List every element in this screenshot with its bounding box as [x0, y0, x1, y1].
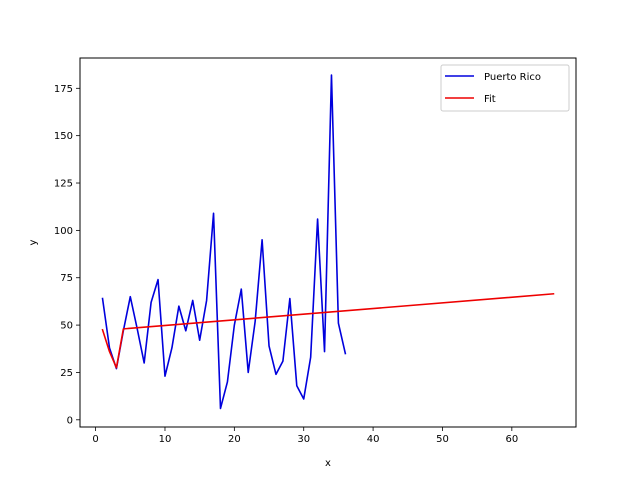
x-tick-label: 10: [159, 434, 172, 445]
y-axis-label: y: [28, 239, 39, 245]
series-line-puerto-rico: [101, 74, 347, 410]
y-tick-label: 100: [54, 226, 73, 237]
series-layer: [101, 74, 555, 410]
legend-label-puerto-rico: Puerto Rico: [484, 72, 541, 83]
y-tick-label: 50: [60, 321, 73, 332]
legend: Puerto Rico Fit: [440, 64, 570, 112]
y-tick-label: 0: [67, 415, 73, 426]
x-tick-label: 30: [297, 434, 310, 445]
x-tick-label: 20: [228, 434, 241, 445]
y-tick-label: 175: [54, 84, 73, 95]
x-tick-label: 0: [92, 434, 98, 445]
x-tick-label: 40: [367, 434, 380, 445]
y-tick-label: 125: [54, 179, 73, 190]
x-ticks: 0 10 20 30 40 50 60: [92, 427, 518, 445]
y-tick-label: 150: [54, 131, 73, 142]
x-tick-label: 60: [505, 434, 518, 445]
series-line-fit: [101, 292, 555, 369]
plot-frame: [79, 57, 577, 428]
y-tick-label: 75: [60, 273, 73, 284]
y-ticks: 0 25 50 75 100 125 150 175: [54, 84, 80, 426]
x-axis-label: x: [325, 458, 331, 469]
legend-label-fit: Fit: [484, 94, 496, 105]
y-tick-label: 25: [60, 368, 73, 379]
x-tick-label: 50: [436, 434, 449, 445]
